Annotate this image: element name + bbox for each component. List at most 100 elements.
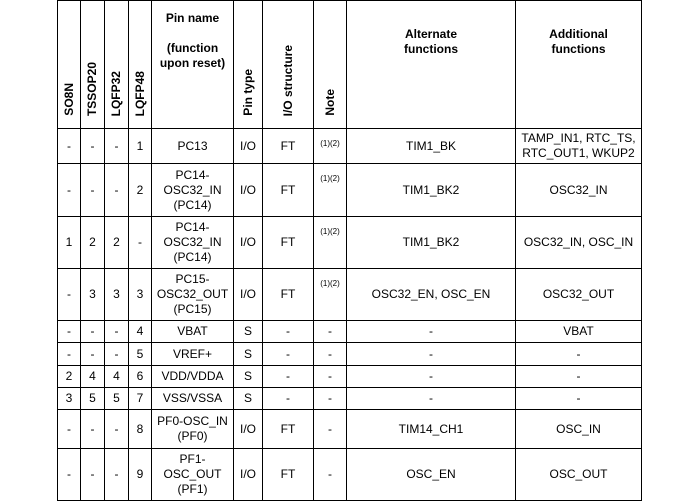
table-cell: - <box>313 387 347 410</box>
table-cell: - <box>128 216 152 269</box>
table-cell: (1)(2) <box>313 216 347 269</box>
table-cell: 7 <box>128 387 152 410</box>
table-row: 1 2 2- PC14- OSC32_IN (PC14) I/O FT (1)(2) TIM1… <box>57 216 642 269</box>
table-cell: VBAT <box>151 320 234 343</box>
table-cell: I/O <box>233 216 263 269</box>
table-cell: 1 <box>57 216 81 269</box>
table-cell: TIM1_BK <box>346 128 516 164</box>
table-cell: - <box>262 342 314 366</box>
table-cell: 5 <box>128 342 152 366</box>
table-cell: - <box>262 387 314 410</box>
table-cell: 4 <box>80 365 105 388</box>
header-row: SO8N TSSOP20 LQFP32 LQFP48 Pin name (functio… <box>57 0 642 129</box>
table-row: - - -2 PC14- OSC32_IN (PC14) I/O FT (1)(2) TIM1… <box>57 163 642 217</box>
header-cell: Pin type <box>233 0 263 129</box>
header-cell: Note <box>313 0 347 129</box>
table-cell: 6 <box>128 365 152 388</box>
table-cell: FT <box>262 163 314 217</box>
table-cell: 2 <box>80 216 105 269</box>
table-cell: - <box>515 342 642 366</box>
table-cell: - <box>57 163 81 217</box>
table-cell: - <box>313 448 347 501</box>
table-cell: - <box>346 387 516 410</box>
table-cell: - <box>313 320 347 343</box>
table-cell: 2 <box>57 365 81 388</box>
table-cell: PC15- OSC32_OUT (PC15) <box>151 268 234 321</box>
table-cell: 3 <box>128 268 152 321</box>
table-cell: 2 <box>104 216 129 269</box>
table-cell: - <box>104 448 129 501</box>
table-cell: - <box>104 128 129 164</box>
table-cell: (1)(2) <box>313 268 347 321</box>
table-cell: FT <box>262 216 314 269</box>
header-text: LQFP48 <box>132 70 147 116</box>
table-cell: 4 <box>128 320 152 343</box>
table-row: -3 3 3 PC15- OSC32_OUT (PC15) I/O FT (1)(2) OSC… <box>57 268 642 321</box>
table-cell: TIM1_BK2 <box>346 216 516 269</box>
table-cell: PC14- OSC32_IN (PC14) <box>151 163 234 217</box>
table-cell: - <box>313 409 347 449</box>
table-cell: 5 <box>80 387 105 410</box>
header-text: I/O structure <box>280 44 295 116</box>
table-cell: OSC32_OUT <box>515 268 642 321</box>
table-cell: PF1- OSC_OUT (PF1) <box>151 448 234 501</box>
table-cell: - <box>80 128 105 164</box>
header-cell: TSSOP20 <box>80 0 105 129</box>
table-cell: OSC32_EN, OSC_EN <box>346 268 516 321</box>
table-cell: (1)(2) <box>313 128 347 164</box>
table-cell: - <box>262 320 314 343</box>
table-cell: 3 <box>104 268 129 321</box>
table-cell: 1 <box>128 128 152 164</box>
table-cell: - <box>57 409 81 449</box>
table-cell: - <box>515 387 642 410</box>
table-cell: - <box>57 448 81 501</box>
table-cell: 4 <box>104 365 129 388</box>
table-cell: - <box>57 268 81 321</box>
table-cell: - <box>104 342 129 366</box>
table-cell: S <box>233 365 263 388</box>
pinout-table: SO8N TSSOP20 LQFP32 LQFP48 Pin name (functio… <box>57 0 642 501</box>
table-cell: - <box>346 365 516 388</box>
table-cell: - <box>57 342 81 366</box>
header-cell: Additional functions <box>515 0 642 129</box>
header-cell: LQFP48 <box>128 0 152 129</box>
table-cell: I/O <box>233 163 263 217</box>
table-cell: - <box>57 128 81 164</box>
table-row: - - -4 VBAT S - - - VBAT <box>57 320 642 343</box>
table-cell: FT <box>262 409 314 449</box>
table-cell: OSC32_IN, OSC_IN <box>515 216 642 269</box>
table-cell: - <box>80 163 105 217</box>
table-cell: 5 <box>104 387 129 410</box>
table-cell: - <box>104 409 129 449</box>
table-cell: 3 <box>80 268 105 321</box>
table-cell: I/O <box>233 409 263 449</box>
table-cell: PF0-OSC_IN (PF0) <box>151 409 234 449</box>
table-cell: - <box>80 342 105 366</box>
table-cell: I/O <box>233 268 263 321</box>
table-cell: - <box>313 342 347 366</box>
header-text: TSSOP20 <box>85 61 99 116</box>
table-cell: S <box>233 320 263 343</box>
header-cell: I/O structure <box>262 0 314 129</box>
table-cell: - <box>80 409 105 449</box>
table-cell: - <box>515 365 642 388</box>
table-cell: S <box>233 387 263 410</box>
table-cell: - <box>313 365 347 388</box>
table-cell: PC13 <box>151 128 234 164</box>
table-cell: TIM1_BK2 <box>346 163 516 217</box>
table-cell: OSC_IN <box>515 409 642 449</box>
table-cell: 3 <box>57 387 81 410</box>
table-cell: I/O <box>233 448 263 501</box>
table-cell: 8 <box>128 409 152 449</box>
table-cell: FT <box>262 448 314 501</box>
table-cell: - <box>80 320 105 343</box>
header-text: Pin type <box>240 69 255 116</box>
table-cell: I/O <box>233 128 263 164</box>
table-cell: - <box>80 448 105 501</box>
table-cell: PC14- OSC32_IN (PC14) <box>151 216 234 269</box>
table-cell: - <box>104 320 129 343</box>
table-cell: OSC32_IN <box>515 163 642 217</box>
table-cell: - <box>346 320 516 343</box>
table-cell: VSS/VSSA <box>151 387 234 410</box>
table-cell: - <box>262 365 314 388</box>
